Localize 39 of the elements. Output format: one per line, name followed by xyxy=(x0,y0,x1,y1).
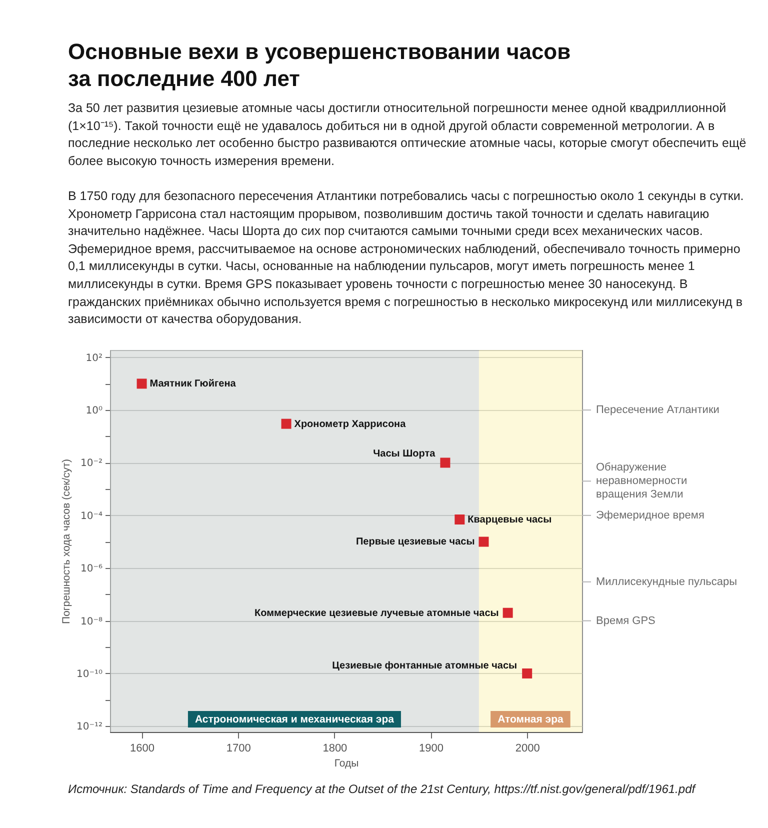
series-label: Коммерческие цезиевые лучевые атомные часы xyxy=(254,608,499,619)
y-tick-label: 10⁰ xyxy=(86,406,102,417)
y-tick-label: 10⁻¹⁰ xyxy=(76,668,102,680)
ref-line-label: Эфемеридное время xyxy=(596,509,704,522)
y-tick-label: 10⁻⁸ xyxy=(80,616,102,628)
point xyxy=(281,418,292,429)
chart-title: Основные вехи в усовершенствовании часов за последние 400 лет xyxy=(68,38,572,92)
point xyxy=(454,514,465,524)
series-label: Кварцевые часы xyxy=(468,514,552,526)
y-axis-title: Погрешность хода часов (сек/сут) xyxy=(60,459,72,624)
series-label: Первые цезиевые часы xyxy=(356,536,475,548)
x-tick-label: 2000 xyxy=(515,742,540,754)
band-label: Астрономическая и механическая эра xyxy=(194,713,394,726)
point xyxy=(522,668,532,678)
x-tick-label: 1800 xyxy=(322,742,348,754)
y-tick-label: 10² xyxy=(86,352,102,364)
series-label: Хронометр Харрисона xyxy=(294,418,406,430)
x-tick-label: 1900 xyxy=(419,742,444,754)
point xyxy=(478,536,489,547)
x-tick-label: 1700 xyxy=(226,742,251,754)
x-tick-label: 1600 xyxy=(130,742,155,754)
point xyxy=(502,608,513,618)
series-label: Часы Шорта xyxy=(373,448,436,460)
y-tick-label: 10⁻⁶ xyxy=(80,564,102,575)
ref-line-label: Миллисекундные пульсары xyxy=(596,576,738,588)
ref-line-label: Время GPS xyxy=(596,614,656,627)
text: За 50 лет развития цезиевые атомные часы достигли относительной погрешности менее одной квадриллионной (1×10⁻¹⁵). Такой точности ещё не удавалось добиться ни в одной другой области современной метрологии. А в последние несколько лет особенно быстро развиваются оптические атомные часы, которые смогут обеспечить ещё более высокую точность измерения времени. В 1750 году для безопасного пересечения Атлантики потребовались часы с погрешностью около 1 секунды в сутки. Хронометр Гаррисона стал настоящим прорывом, позволившим достичь такой точности и сделать навигацию значительно надёжнее. Часы Шорта до сих пор считаются самыми точными среди всех механических часов. Эфемеридное время, рассчитываемое на основе астрономических наблюдений, обеспечивало точность примерно 0,1 миллисекунды в сутки. Часы, основанные на наблюдении пульсаров, могут иметь погрешность менее 1 миллисекунды в сутки. Время GPS показывает уровень точности с погрешностью менее 30 наносекунд. В гражданских приёмниках обычно используется время с погрешностью в несколько микросекунд или миллисекунд в зависимости от качества оборудования. xyxy=(68,101,746,326)
y-tick-label: 10⁻² xyxy=(80,458,102,470)
ref-line-label: Пересечение Атлантики xyxy=(596,404,720,416)
point xyxy=(136,378,147,389)
y-tick-label: 10⁻¹² xyxy=(76,722,102,733)
point xyxy=(440,458,450,468)
series-label: Маятник Гюйгена xyxy=(150,378,236,390)
text: Источник: Standards of Time and Frequency at the Outset of the 21st Century, https://tf.nist.gov/general/pdf/1961.pdf xyxy=(68,782,697,796)
band-label: Атомная эра xyxy=(498,713,564,726)
x-axis-title: Годы xyxy=(334,758,359,770)
series-label: Цезиевые фонтанные атомные часы xyxy=(332,660,518,672)
ref-line-label: Обнаружение неравномерности вращения Земли xyxy=(596,462,688,501)
y-tick-label: 10⁻⁴ xyxy=(80,510,102,522)
